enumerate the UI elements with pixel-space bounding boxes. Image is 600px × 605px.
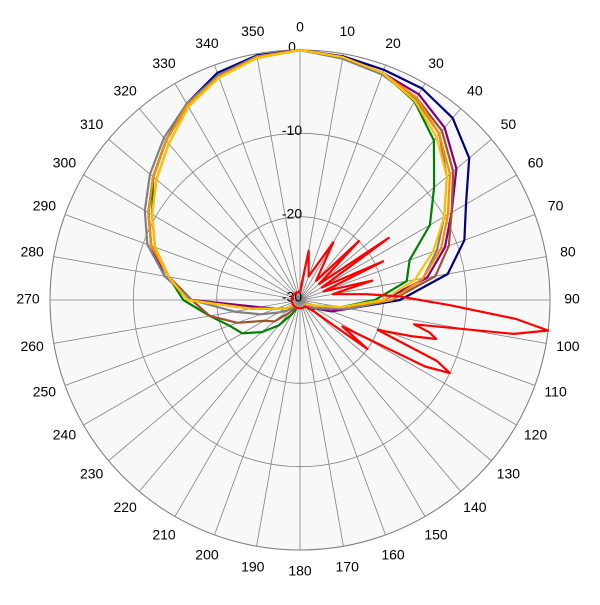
- angle-tick-label: 170: [336, 559, 360, 575]
- angle-tick-label: 250: [33, 384, 57, 400]
- angle-tick-label: 290: [33, 198, 57, 214]
- angle-tick-label: 210: [152, 526, 176, 542]
- angle-tick-label: 260: [20, 338, 44, 354]
- spoke: [299, 299, 517, 426]
- spoke: [299, 299, 492, 462]
- spoke: [299, 214, 536, 301]
- angle-tick-label: 160: [381, 546, 405, 562]
- angle-tick-label: 40: [467, 82, 483, 98]
- spoke: [83, 174, 301, 301]
- spoke: [256, 299, 301, 547]
- radial-tick-label: -10: [282, 122, 302, 138]
- series-line: [290, 236, 550, 375]
- spoke: [299, 174, 517, 301]
- grid-circle: [132, 132, 468, 468]
- spoke: [53, 256, 301, 301]
- angle-tick-label: 270: [16, 291, 40, 307]
- spoke: [64, 214, 301, 301]
- spoke: [299, 83, 426, 301]
- angle-tick-label: 200: [195, 546, 219, 562]
- spoke: [299, 138, 492, 301]
- spoke: [299, 299, 386, 536]
- angle-tick-label: 300: [53, 155, 77, 171]
- angle-tick-label: 340: [195, 35, 219, 51]
- angle-tick-label: 80: [560, 243, 576, 259]
- spoke: [299, 299, 344, 547]
- angle-tick-label: 230: [80, 466, 104, 482]
- spoke: [299, 299, 462, 492]
- angle-tick-label: 90: [564, 291, 580, 307]
- angle-tick-label: 120: [524, 427, 548, 443]
- angle-tick-label: 330: [152, 55, 176, 71]
- spoke: [138, 299, 301, 492]
- angle-tick-label: 220: [113, 499, 137, 515]
- spoke: [214, 64, 301, 301]
- spoke: [299, 64, 386, 301]
- angle-tick-label: 240: [53, 427, 77, 443]
- angle-tick-label: 350: [241, 23, 265, 39]
- angle-tick-label: 60: [528, 155, 544, 171]
- radial-tick-label: -20: [282, 205, 302, 221]
- spoke: [174, 83, 301, 301]
- angle-tick-label: 320: [113, 82, 137, 98]
- radial-tick-label: 0: [288, 39, 296, 55]
- angle-tick-label: 280: [20, 243, 44, 259]
- angle-tick-label: 100: [556, 338, 580, 354]
- angle-tick-label: 0: [296, 19, 304, 35]
- angle-tick-label: 310: [80, 116, 104, 132]
- spoke: [108, 299, 301, 462]
- angle-tick-label: 20: [385, 35, 401, 51]
- angle-tick-label: 150: [424, 526, 448, 542]
- spoke: [299, 299, 426, 517]
- spoke: [299, 299, 536, 386]
- angle-tick-label: 30: [428, 55, 444, 71]
- spoke: [256, 53, 301, 301]
- angle-tick-label: 190: [241, 559, 265, 575]
- angle-tick-label: 50: [501, 116, 517, 132]
- spoke: [214, 299, 301, 536]
- angle-tick-label: 110: [544, 384, 567, 400]
- spoke: [174, 299, 301, 517]
- spoke: [108, 138, 301, 301]
- angle-tick-label: 140: [463, 499, 487, 515]
- angle-tick-label: 70: [548, 198, 564, 214]
- angle-tick-label: 130: [497, 466, 521, 482]
- angle-tick-label: 180: [288, 563, 312, 579]
- angle-tick-label: 10: [339, 23, 355, 39]
